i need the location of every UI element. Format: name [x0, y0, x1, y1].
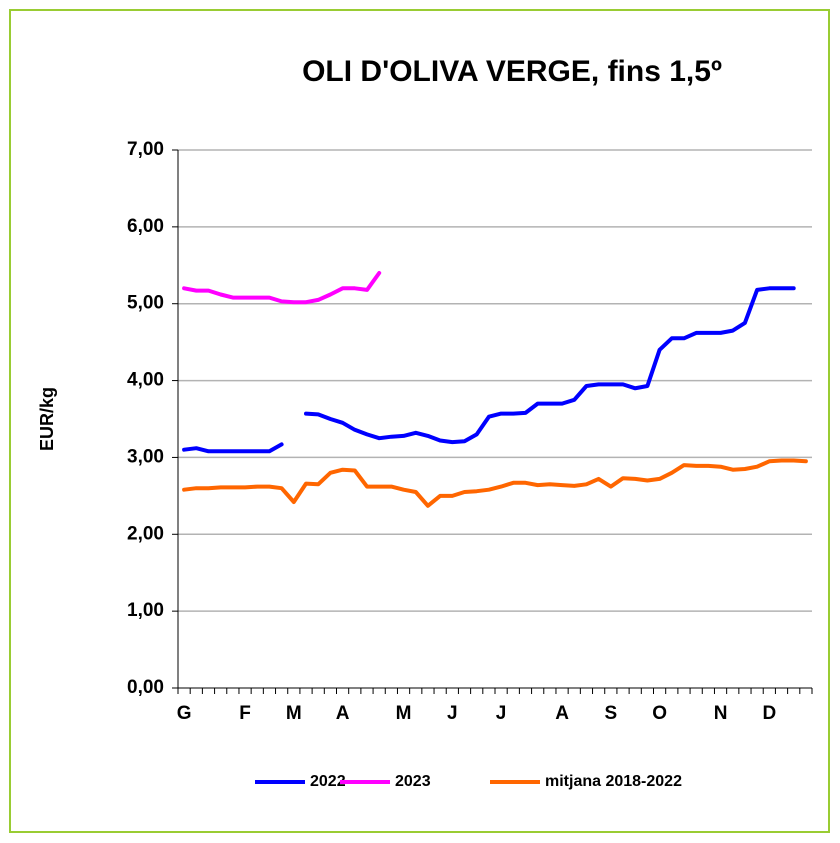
chart-title: OLI D'OLIVA VERGE, fins 1,5º [302, 55, 722, 88]
y-tick-label: 4,00 [127, 370, 164, 391]
x-tick-label: O [652, 703, 667, 724]
x-tick-label: G [177, 703, 192, 724]
series-line [182, 286, 796, 454]
x-tick-label: J [447, 703, 458, 724]
legend-label: 2023 [395, 773, 431, 790]
y-tick-label: 5,00 [127, 293, 164, 314]
y-axis-label: EUR/kg [37, 387, 57, 451]
y-tick-label: 1,00 [127, 600, 164, 621]
frame [9, 9, 830, 833]
x-tick-label: A [555, 703, 569, 724]
y-tick-label: 7,00 [127, 139, 164, 160]
x-tick-label: S [604, 703, 617, 724]
y-tick-label: 0,00 [127, 677, 164, 698]
y-tick-label: 2,00 [127, 523, 164, 544]
y-tick-label: 3,00 [127, 446, 164, 467]
x-tick-label: J [496, 703, 507, 724]
legend-label: mitjana 2018-2022 [545, 773, 682, 790]
x-tick-label: N [714, 703, 728, 724]
x-tick-label: A [336, 703, 350, 724]
x-tick-label: D [762, 703, 776, 724]
x-tick-label: M [286, 703, 302, 724]
legend-label: 2022 [310, 773, 346, 790]
y-tick-label: 6,00 [127, 216, 164, 237]
x-tick-label: F [239, 703, 251, 724]
series-line [182, 458, 808, 508]
x-tick-label: M [396, 703, 412, 724]
series-line [182, 271, 382, 305]
